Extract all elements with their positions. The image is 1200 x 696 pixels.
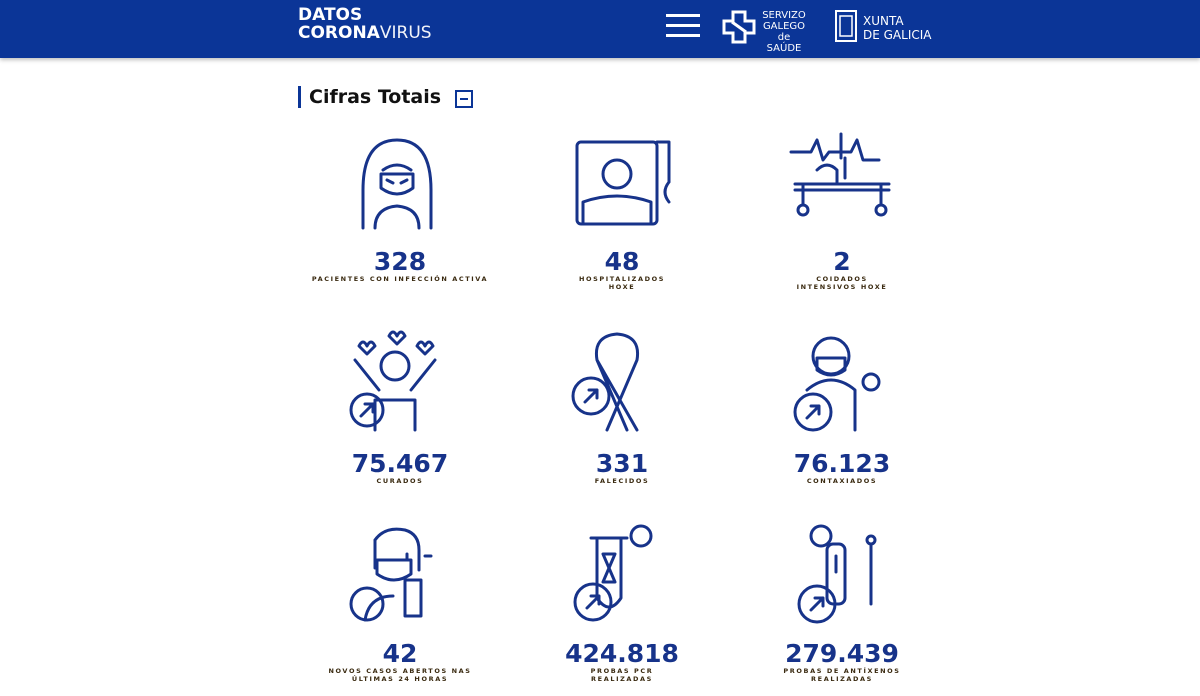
stat-card: 279.439 PROBAS DE ANTÍXENOS REALIZADAS: [732, 520, 952, 683]
stat-card: 2 COIDADOS INTENSIVOS HOXE: [732, 130, 952, 291]
stat-value: 42: [382, 639, 418, 668]
stat-card: 328 PACIENTES CON INFECCIÓN ACTIVA: [290, 130, 510, 284]
header-bar: DATOS CORONAVIRUS SERVIZO GALEGO de SAÚD…: [0, 0, 1200, 58]
sergas-icon: [722, 10, 756, 44]
stat-label: FALECIDOS: [594, 477, 650, 485]
stat-label: CURADOS: [376, 477, 424, 485]
stat-icon: [789, 132, 891, 217]
stat-value: 48: [604, 247, 640, 276]
menu-line: [666, 24, 700, 27]
menu-line: [666, 14, 700, 17]
stat-icon: [575, 140, 671, 226]
logo-virus: VIRUS: [379, 23, 432, 43]
xunta-text: XUNTA DE GALICIA: [863, 14, 932, 42]
stat-value: 424.818: [565, 639, 679, 668]
menu-line: [666, 34, 700, 37]
stat-value: 279.439: [785, 639, 899, 668]
stat-label: PACIENTES CON INFECCIÓN ACTIVA: [311, 275, 489, 283]
stat-icon: [571, 332, 640, 432]
stat-label: HOXE: [608, 282, 636, 291]
section-title: Cifras Totais: [298, 86, 441, 108]
stat-icon: [573, 524, 653, 622]
sergas-line: GALEGO: [762, 21, 806, 32]
stat-icon: [797, 524, 877, 624]
stat-value: 75.467: [351, 449, 449, 478]
stat-value: 76.123: [793, 449, 891, 478]
sergas-logo[interactable]: SERVIZO GALEGO de SAÚDE: [722, 10, 806, 54]
xunta-icon: [835, 10, 857, 42]
stat-card: 331 FALECIDOS: [512, 330, 732, 486]
stat-icon: [361, 138, 433, 230]
logo[interactable]: DATOS CORONAVIRUS: [298, 6, 432, 42]
stat-value: 328: [373, 247, 427, 276]
xunta-line: DE GALICIA: [863, 28, 932, 42]
stat-label: PROBAS PCR: [590, 667, 654, 675]
sergas-line: de SAÚDE: [766, 32, 802, 54]
collapse-button[interactable]: [455, 90, 473, 108]
stat-icon: [349, 330, 437, 432]
sergas-line: SERVIZO: [762, 10, 806, 21]
stat-card: 76.123 CONTAXIADOS: [732, 330, 952, 486]
stat-icon: [793, 336, 881, 432]
xunta-logo[interactable]: XUNTA DE GALICIA: [835, 10, 932, 46]
stat-label: CONTAXIADOS: [806, 477, 878, 485]
logo-corona: CORONA: [298, 23, 380, 43]
stat-label: COIDADOS: [816, 275, 868, 283]
sergas-text: SERVIZO GALEGO de SAÚDE: [760, 10, 808, 54]
stat-value: 331: [595, 449, 649, 478]
menu-button[interactable]: [666, 14, 700, 38]
stat-value: 2: [833, 247, 851, 276]
xunta-line: XUNTA: [863, 14, 904, 28]
stat-label: INTENSIVOS HOXE: [796, 282, 888, 291]
stat-card: 42 NOVOS CASOS ABERTOS NAS ÚLTIMAS 24 HORA…: [290, 520, 510, 683]
stat-card: 424.818 PROBAS PCR REALIZADAS: [512, 520, 732, 683]
logo-line1: DATOS: [298, 5, 363, 25]
stat-card: 75.467 CURADOS: [290, 330, 510, 486]
stat-icon: [349, 527, 433, 622]
stat-label: REALIZADAS: [811, 674, 873, 683]
stat-label: REALIZADAS: [591, 674, 653, 683]
stat-label: ÚLTIMAS 24 HORAS: [351, 674, 449, 683]
stat-label: HOSPITALIZADOS: [578, 275, 666, 283]
stat-label: NOVOS CASOS ABERTOS NAS: [328, 667, 472, 675]
stat-card: 48 HOSPITALIZADOS HOXE: [512, 130, 732, 291]
stat-label: PROBAS DE ANTÍXENOS: [783, 667, 901, 675]
